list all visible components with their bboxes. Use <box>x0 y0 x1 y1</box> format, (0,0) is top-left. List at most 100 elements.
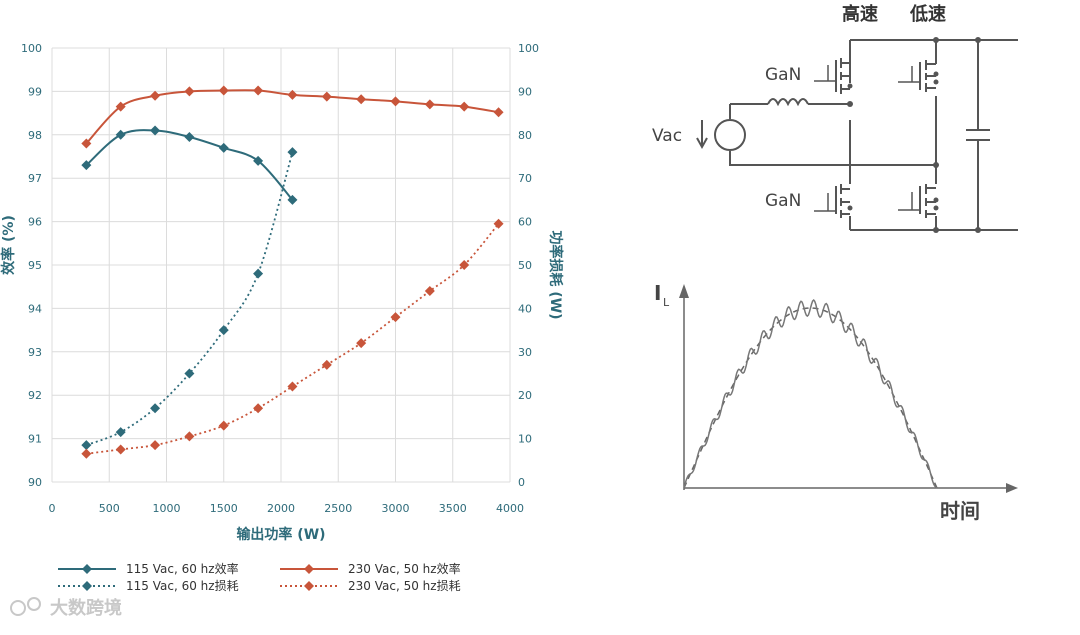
y-right-axis-ticks: 0 10 20 30 40 50 60 70 80 90 100 <box>518 42 539 489</box>
series-point <box>356 94 367 105</box>
series-point <box>253 155 264 166</box>
series-point <box>184 368 195 379</box>
series-point <box>115 101 126 112</box>
watermark-text: 大数跨境 <box>50 597 122 619</box>
y-left-tick-label: 100 <box>21 42 42 55</box>
current-axis-subscript: L <box>663 296 670 309</box>
series-point <box>150 90 161 101</box>
x-tick-label: 3500 <box>439 502 467 515</box>
series-point <box>253 268 264 279</box>
inductor-symbol <box>767 98 809 107</box>
series-point <box>81 448 92 459</box>
legend-swatch-marker <box>82 581 92 591</box>
y-right-tick-label: 100 <box>518 42 539 55</box>
current-axis-label: I <box>654 281 661 305</box>
chart-grid <box>51 47 511 483</box>
mosfet-top <box>898 60 936 92</box>
watermark-logo-icon <box>10 600 26 616</box>
series-point <box>493 218 504 229</box>
series-point <box>150 403 161 414</box>
average-current-curve <box>683 307 938 489</box>
gan-bottom-label: GaN <box>765 191 801 211</box>
x-tick-label: 2000 <box>267 502 295 515</box>
x-tick-label: 1000 <box>153 502 181 515</box>
series-point <box>218 420 229 431</box>
slow-leg-label: 低速 <box>909 3 946 25</box>
series-point <box>218 325 229 336</box>
x-tick-label: 500 <box>99 502 120 515</box>
x-axis-title: 输出功率 (W) <box>236 526 325 543</box>
y-left-tick-label: 94 <box>28 302 42 315</box>
x-tick-label: 3000 <box>382 502 410 515</box>
legend-swatch-marker <box>304 564 314 574</box>
legend-label: 230 Vac, 50 hz效率 <box>348 561 461 576</box>
y-left-tick-label: 90 <box>28 476 42 489</box>
series-point <box>218 142 229 153</box>
series-point <box>459 101 470 112</box>
x-tick-label: 1500 <box>210 502 238 515</box>
y-left-tick-label: 92 <box>28 389 42 402</box>
inductor-current-graph: I L 时间 <box>654 281 1018 523</box>
fast-leg-label: 高速 <box>842 3 878 25</box>
y-right-tick-label: 50 <box>518 259 532 272</box>
legend-label: 115 Vac, 60 hz效率 <box>126 561 239 576</box>
series-point <box>493 107 504 118</box>
gan-top-label: GaN <box>765 65 801 85</box>
series-point <box>184 431 195 442</box>
y-right-tick-label: 10 <box>518 433 532 446</box>
series-point <box>115 444 126 455</box>
series-point <box>287 381 298 392</box>
series-point <box>81 138 92 149</box>
series-point <box>218 85 229 96</box>
series-point <box>115 427 126 438</box>
y-left-axis-ticks: 90 91 92 93 94 95 96 97 98 99 100 <box>21 42 42 489</box>
series-point <box>287 147 298 158</box>
efficiency-chart: 0 500 1000 1500 2000 2500 3000 3500 4000 9091929… <box>0 42 564 593</box>
series-point <box>184 131 195 142</box>
series-point <box>287 89 298 100</box>
y-right-tick-label: 60 <box>518 216 532 229</box>
series-point <box>356 338 367 349</box>
series-point <box>150 440 161 451</box>
series-point <box>150 125 161 136</box>
chart-legend: 115 Vac, 60 hz效率 230 Vac, 50 hz效率 115 Vac,… <box>58 561 461 593</box>
series-point <box>321 91 332 102</box>
x-axis-ticks: 0 500 1000 1500 2000 2500 3000 3500 4000 <box>49 502 525 515</box>
y-left-tick-label: 95 <box>28 259 42 272</box>
series-line <box>86 223 500 455</box>
series-point <box>321 359 332 370</box>
series-point <box>184 86 195 97</box>
current-x-arrow <box>1006 483 1018 493</box>
gan-transistor-bottom <box>814 184 850 218</box>
y-left-tick-label: 97 <box>28 172 42 185</box>
legend-label: 115 Vac, 60 hz损耗 <box>126 579 239 593</box>
y-right-axis-title: 功率损耗 (W) <box>547 230 564 319</box>
legend-label: 230 Vac, 50 hz损耗 <box>348 579 461 593</box>
watermark: 大数跨境 <box>10 597 122 619</box>
y-left-tick-label: 93 <box>28 346 42 359</box>
series-layer <box>81 85 504 459</box>
totem-pole-circuit <box>696 37 1018 233</box>
gan-transistor-top <box>814 58 851 94</box>
x-tick-label: 2500 <box>324 502 352 515</box>
series-point <box>390 96 401 107</box>
series-point <box>459 260 470 270</box>
series-point <box>81 160 92 171</box>
y-left-tick-label: 91 <box>28 433 42 446</box>
series-point <box>390 312 401 323</box>
source-return-wire <box>729 151 936 166</box>
y-left-tick-label: 99 <box>28 85 42 98</box>
series-point <box>287 194 298 205</box>
time-axis-label: 时间 <box>940 499 980 523</box>
source-arrow-head <box>696 137 708 150</box>
junction-dots <box>847 37 981 233</box>
y-right-tick-label: 80 <box>518 129 532 142</box>
series-line <box>86 151 294 446</box>
current-y-arrow <box>679 284 689 298</box>
y-left-axis-title: 效率 (%) <box>0 215 17 275</box>
ac-source-symbol <box>714 119 746 151</box>
vac-label: Vac <box>652 126 682 146</box>
y-right-tick-label: 70 <box>518 172 532 185</box>
series-point <box>115 129 126 140</box>
mosfet-bottom <box>898 184 936 218</box>
